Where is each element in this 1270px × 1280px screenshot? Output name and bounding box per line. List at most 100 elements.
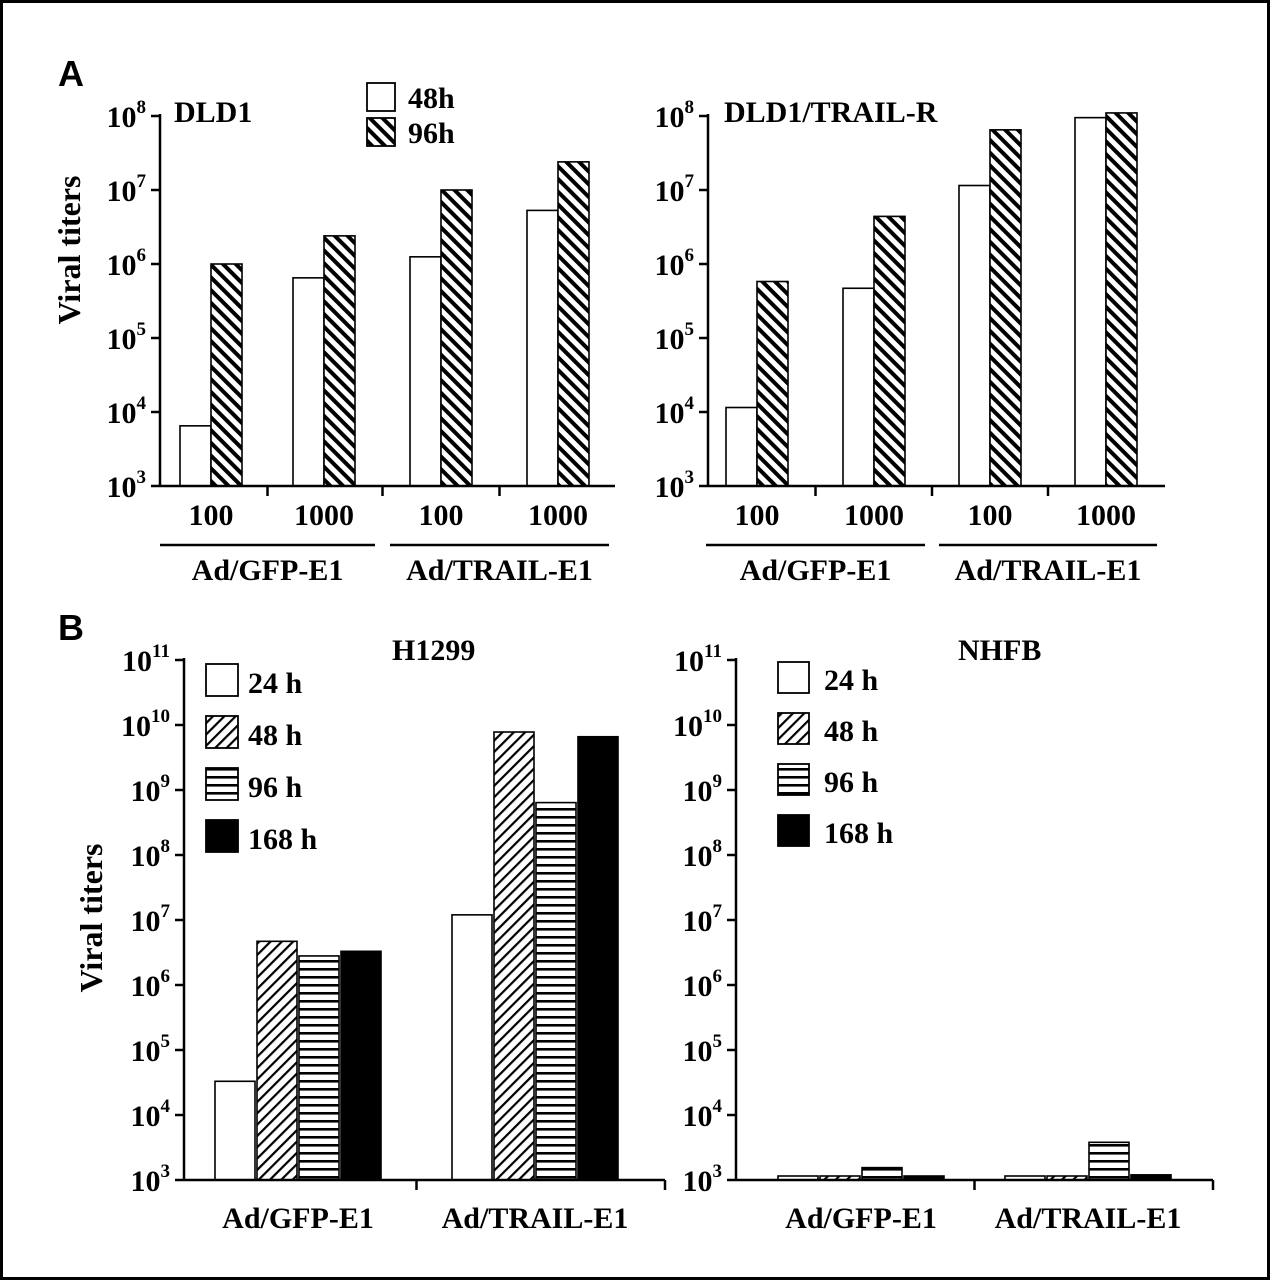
bar-96h-100-2 — [440, 189, 473, 487]
y-tick-label-1e7: 107 — [107, 171, 147, 208]
y-tick-label-1e5: 105 — [683, 1031, 723, 1068]
bar-48-h-ad-gfp-e1-0 — [256, 940, 298, 1181]
bar-48h-100-2 — [958, 184, 991, 487]
bar-96h-100-0 — [756, 280, 789, 487]
legend-label-48h: 48h — [408, 82, 455, 115]
legend-label-96-h: 96 h — [248, 771, 303, 804]
y-tick-label-1e11: 1011 — [122, 641, 170, 678]
chart-title: H1299 — [392, 634, 475, 667]
bar-48h-1000-3 — [1074, 116, 1107, 487]
y-tick-label-1e3: 103 — [683, 1161, 723, 1198]
bar-48-h-ad-trail-e1-1 — [493, 731, 535, 1181]
bar-96h-1000-1 — [873, 215, 906, 487]
legend-label-168-h: 168 h — [824, 817, 894, 850]
y-tick-label-1e6: 106 — [107, 245, 147, 282]
legend-swatch-48-h — [205, 715, 239, 749]
group-label-ad-gfp-e1: Ad/GFP-E1 — [740, 554, 892, 587]
bar-24-h-ad-trail-e1-1 — [451, 914, 493, 1181]
x-tick-label-ad-gfp-e1: Ad/GFP-E1 — [222, 1202, 374, 1235]
bar-48h-100-2 — [409, 256, 442, 487]
legend-label-24-h: 24 h — [824, 664, 879, 697]
chart-h1299: 103 104 105 106 107 108 109 1010 1011 Ad/GFP-E1 Ad… — [73, 634, 667, 1235]
group-label-ad-gfp-e1: Ad/GFP-E1 — [192, 554, 344, 587]
legend-swatch-168-h — [777, 814, 810, 847]
bar-96h-100-2 — [989, 129, 1022, 487]
bar-168-h-ad-trail-e1-1 — [577, 735, 619, 1181]
y-tick-label-1e6: 106 — [683, 966, 723, 1003]
y-tick-label-1e7: 107 — [131, 901, 171, 938]
legend-swatch-24-h — [205, 663, 239, 697]
bar-96h-1000-3 — [1105, 112, 1138, 487]
bar-96-h-ad-trail-e1-1 — [535, 801, 577, 1181]
bar-96h-100-0 — [210, 263, 243, 487]
legend-swatch-168-h — [205, 819, 239, 853]
y-tick-label-1e10: 1010 — [673, 706, 722, 743]
legend-swatch-48-h — [777, 712, 810, 745]
y-tick-label-1e4: 104 — [131, 1096, 171, 1133]
x-tick-label-1000-1: 1000 — [844, 499, 904, 532]
legend-swatch-24-h — [777, 661, 810, 694]
legend-label-48-h: 48 h — [824, 715, 879, 748]
y-tick-label-1e6: 106 — [655, 245, 695, 282]
y-tick-label-1e7: 107 — [683, 901, 723, 938]
x-tick-label-ad-trail-e1: Ad/TRAIL-E1 — [442, 1202, 629, 1235]
group-label-ad-trail-e1: Ad/TRAIL-E1 — [955, 554, 1142, 587]
legend-label-168-h: 168 h — [248, 823, 318, 856]
legend-label-48-h: 48 h — [248, 719, 303, 752]
y-tick-label-1e7: 107 — [655, 171, 695, 208]
bar-96-h-ad-gfp-e1-0 — [298, 955, 340, 1181]
legend-swatch-96-h — [777, 763, 810, 796]
y-tick-label-1e5: 105 — [655, 319, 695, 356]
y-tick-label-1e10: 1010 — [121, 706, 170, 743]
x-tick-label-100-0: 100 — [735, 499, 780, 532]
bar-96h-1000-3 — [557, 161, 590, 487]
x-tick-label-ad-trail-e1: Ad/TRAIL-E1 — [995, 1202, 1182, 1235]
x-tick-label-1000-1: 1000 — [294, 499, 354, 532]
y-tick-label-1e5: 105 — [107, 319, 147, 356]
bar-48h-1000-3 — [526, 209, 559, 487]
legend-label-96-h: 96 h — [824, 766, 879, 799]
group-label-ad-trail-e1: Ad/TRAIL-E1 — [406, 554, 593, 587]
y-tick-label-1e9: 109 — [131, 771, 171, 808]
legend-swatch-48h — [366, 82, 396, 112]
y-tick-label-1e3: 103 — [131, 1161, 171, 1198]
y-tick-label-1e8: 108 — [655, 97, 695, 134]
y-tick-label-1e9: 109 — [683, 771, 723, 808]
x-tick-label-100-2: 100 — [419, 499, 464, 532]
y-tick-label-1e3: 103 — [107, 467, 147, 504]
y-axis-label: Viral titers — [73, 844, 109, 993]
bar-24-h-ad-gfp-e1-0 — [214, 1080, 256, 1181]
bar-96h-1000-1 — [323, 235, 356, 487]
legend-label-24-h: 24 h — [248, 667, 303, 700]
chart-title: DLD1 — [174, 96, 252, 129]
x-tick-label-ad-gfp-e1: Ad/GFP-E1 — [785, 1202, 937, 1235]
y-tick-label-1e8: 108 — [683, 836, 723, 873]
chart-title: DLD1/TRAIL-R — [724, 96, 938, 129]
y-tick-label-1e4: 104 — [107, 393, 147, 430]
y-tick-label-1e8: 108 — [131, 836, 171, 873]
x-tick-label-100-0: 100 — [189, 499, 234, 532]
chart-dld1: 103 104 105 106 107 108 100 1000 100 1000 Ad/GFP-E… — [51, 82, 615, 587]
x-tick-label-100-2: 100 — [968, 499, 1013, 532]
y-tick-label-1e6: 106 — [131, 966, 171, 1003]
panel-label-b: B — [58, 607, 84, 648]
y-tick-label-1e4: 104 — [655, 393, 695, 430]
y-tick-label-1e11: 1011 — [674, 641, 722, 678]
bar-48h-1000-1 — [842, 287, 875, 487]
y-tick-label-1e5: 105 — [131, 1031, 171, 1068]
y-axis-label: Viral titers — [51, 176, 87, 325]
x-tick-label-1000-3: 1000 — [528, 499, 588, 532]
y-tick-label-1e8: 108 — [107, 97, 147, 134]
bar-48h-1000-1 — [292, 277, 325, 487]
x-tick-label-1000-3: 1000 — [1076, 499, 1136, 532]
y-tick-label-1e4: 104 — [683, 1096, 723, 1133]
panel-label-a: A — [58, 53, 84, 94]
bar-168-h-ad-gfp-e1-0 — [340, 950, 382, 1181]
legend-swatch-96h — [366, 117, 396, 147]
bar-96-h-ad-trail-e1-1 — [1088, 1141, 1130, 1181]
chart-title: NHFB — [958, 634, 1041, 667]
chart-nhfb: 103 104 105 106 107 108 109 1010 1011 Ad/GFP-E1 Ad… — [673, 634, 1215, 1235]
bar-48h-100-0 — [179, 425, 212, 487]
